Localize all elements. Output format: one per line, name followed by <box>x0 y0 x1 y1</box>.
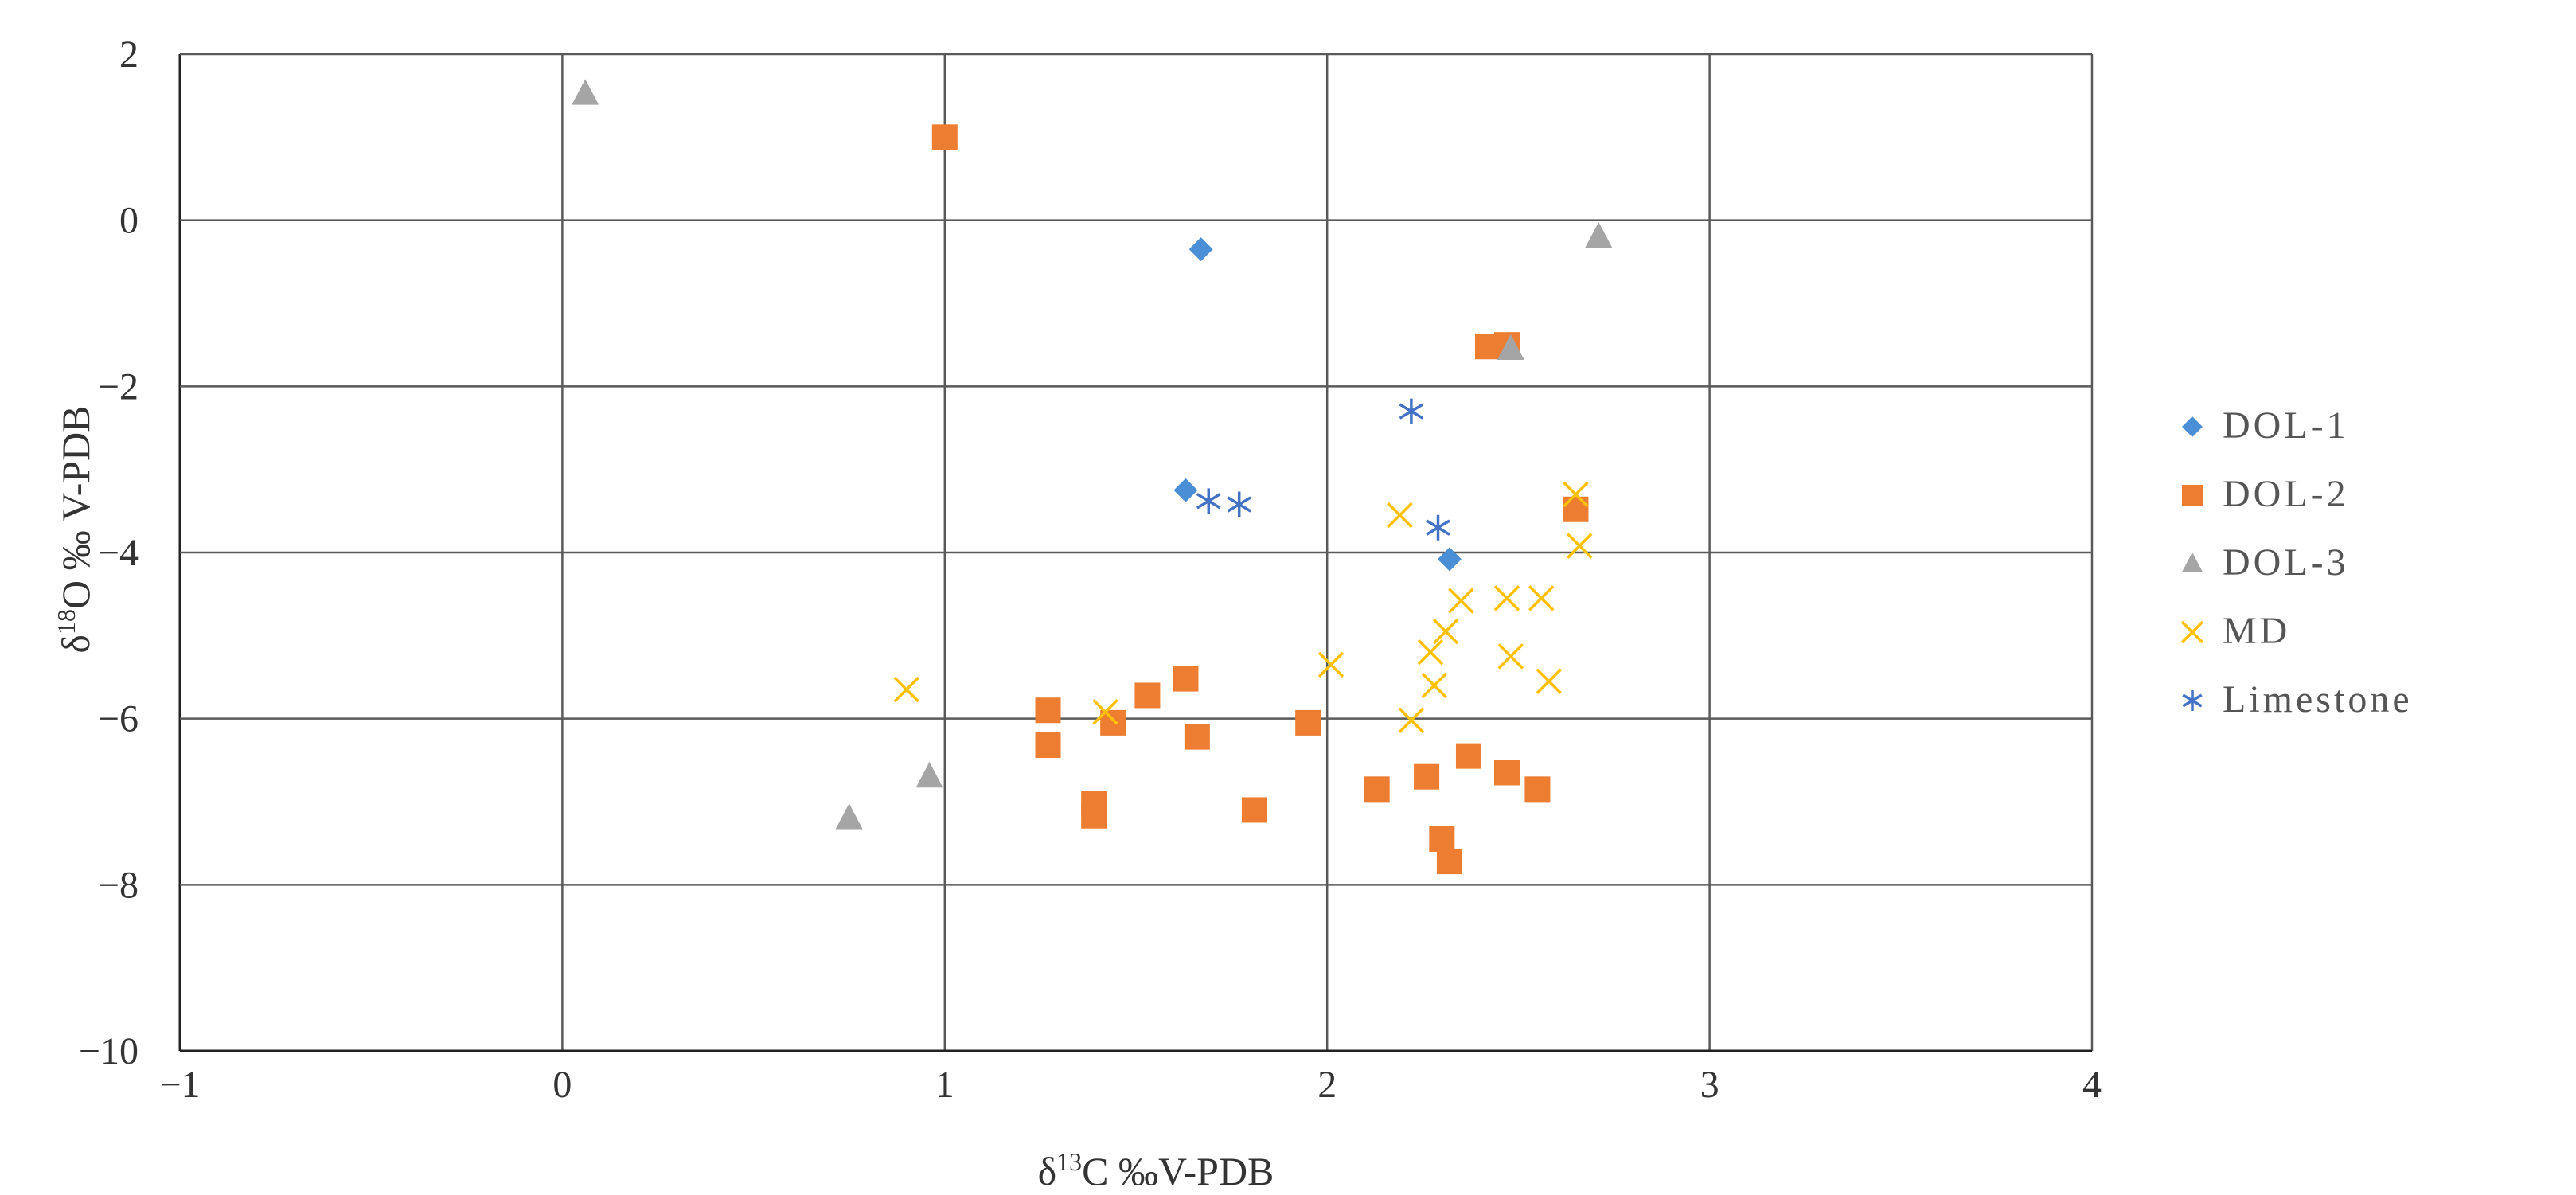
legend-label: MD <box>2223 610 2290 652</box>
legend-label: Limestone <box>2223 678 2413 721</box>
x-tick-label: 0 <box>552 1064 572 1106</box>
legend-item: DOL-3 <box>2182 541 2349 584</box>
square-marker <box>1493 760 1520 786</box>
x-marker <box>893 676 919 703</box>
y-tick-label: −10 <box>79 1030 139 1072</box>
legend-item: DOL-1 <box>2182 404 2349 447</box>
y-tick-label: 2 <box>119 33 139 76</box>
y-tick-label: −4 <box>98 532 139 574</box>
x-marker <box>1536 668 1563 694</box>
square-marker <box>1524 776 1551 803</box>
triangle-marker <box>2182 552 2203 572</box>
asterisk-marker <box>1426 514 1450 541</box>
square-marker <box>1081 803 1107 829</box>
x-marker <box>1567 533 1593 559</box>
diamond-marker <box>2182 416 2203 437</box>
x-marker <box>1497 643 1524 670</box>
y-axis-title: δ18O ‰ V-PDB <box>52 405 98 653</box>
y-tick-label: −8 <box>98 864 139 906</box>
legend: DOL-1 DOL-2 DOL-3 MD Limestone <box>2180 404 2413 721</box>
legend-item: MD <box>2180 610 2290 652</box>
x-tick-label: 2 <box>1317 1064 1337 1106</box>
square-marker <box>1436 849 1462 875</box>
diamond-marker <box>1188 237 1213 262</box>
x-marker <box>1092 699 1118 725</box>
x-tick-labels: −1 0 1 2 3 4 <box>159 1064 2102 1106</box>
x-marker <box>1448 588 1474 614</box>
x-marker <box>1563 481 1589 508</box>
legend-item: DOL-2 <box>2182 473 2349 515</box>
asterisk-marker <box>1227 491 1252 517</box>
x-axis-title: δ13C ‰V-PDB <box>1038 1147 1274 1193</box>
triangle-marker <box>1497 334 1524 360</box>
square-marker <box>1364 776 1390 803</box>
x-tick-label: 4 <box>2082 1064 2102 1106</box>
x-marker <box>1432 618 1459 645</box>
legend-label: DOL-3 <box>2223 541 2349 584</box>
x-marker <box>1417 639 1444 666</box>
legend-item: Limestone <box>2182 678 2413 721</box>
square-marker <box>1035 697 1061 724</box>
x-marker <box>1493 585 1520 611</box>
series-md <box>893 481 1593 733</box>
series-dol-2 <box>931 124 1589 875</box>
square-marker <box>1455 743 1481 769</box>
square-marker <box>1295 709 1321 736</box>
y-tick-label: −6 <box>98 698 139 740</box>
triangle-marker <box>1585 221 1613 248</box>
x-marker <box>1398 707 1425 733</box>
asterisk-marker <box>1196 488 1221 514</box>
y-tick-labels: −10 −8 −6 −4 −2 0 2 <box>79 33 139 1072</box>
legend-label: DOL-1 <box>2223 404 2349 447</box>
square-marker <box>1184 724 1210 750</box>
square-marker <box>1035 732 1061 759</box>
legend-label: DOL-2 <box>2223 473 2349 515</box>
x-marker <box>1528 585 1555 611</box>
square-marker <box>1429 826 1455 852</box>
diamond-marker <box>1437 547 1462 572</box>
x-marker <box>1317 651 1345 678</box>
grid-lines <box>178 53 2094 1052</box>
diamond-marker <box>1173 478 1198 502</box>
square-marker <box>1414 763 1440 790</box>
asterisk-marker <box>1399 398 1424 424</box>
series-limestone <box>1196 398 1450 541</box>
square-marker <box>931 124 958 150</box>
x-tick-label: −1 <box>159 1064 200 1106</box>
square-marker <box>1134 682 1161 709</box>
series-dol-3 <box>572 79 1613 830</box>
y-tick-label: −2 <box>98 365 139 408</box>
data-points <box>572 79 1613 875</box>
square-marker <box>1241 797 1267 823</box>
x-tick-label: 1 <box>935 1064 954 1106</box>
x-marker <box>2180 620 2204 644</box>
triangle-marker <box>915 762 943 788</box>
triangle-marker <box>572 79 599 105</box>
x-marker <box>1421 672 1447 699</box>
y-tick-label: 0 <box>119 200 139 242</box>
triangle-marker <box>835 803 863 830</box>
series-dol-1 <box>1173 237 1462 572</box>
x-marker <box>1387 502 1413 529</box>
square-marker <box>1173 666 1199 692</box>
square-marker <box>2182 485 2203 506</box>
square-marker <box>1563 496 1589 522</box>
x-tick-label: 3 <box>1700 1064 1719 1106</box>
asterisk-marker <box>2182 690 2203 711</box>
